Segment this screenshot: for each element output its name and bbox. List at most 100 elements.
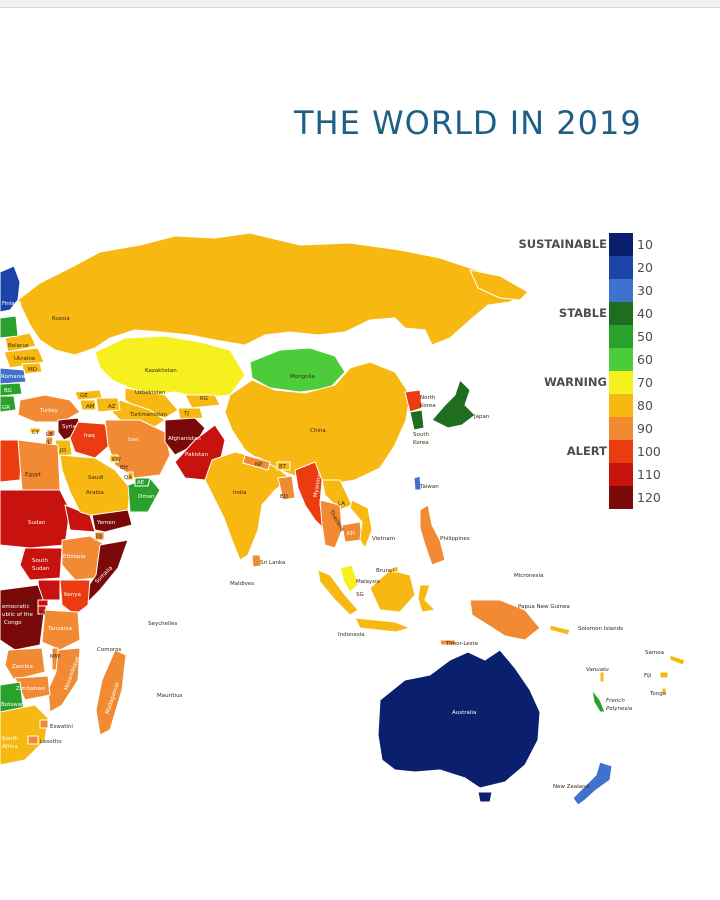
country-eswatini [39,719,49,729]
legend-value-70: 70 [637,375,653,390]
country-tanzania [41,609,81,651]
label-kazakhstan: Kazakhstan [145,368,177,374]
label-lesotho: Lesotho [40,739,62,745]
label-seychelles: Seychelles [148,621,177,627]
label-philippines: Philippines [440,536,470,542]
label-sudan: Sudan [28,520,46,526]
page-title: THE WORLD IN 2019 [294,104,642,142]
legend-label-alert: ALERT [566,444,607,458]
country-tajikistan [177,407,204,421]
country-south-korea [409,409,425,431]
country-djibouti [94,531,105,541]
label-china: China [310,428,326,434]
label-cyprus: CY [32,430,40,436]
label-timor: Timor-Leste [445,641,479,647]
label-india: India [233,490,247,496]
legend-value-60: 60 [637,352,653,367]
legend-label-sustainable: SUSTAINABLE [518,237,607,251]
label-singapore: SG [356,592,364,598]
legend-swatch-110 [609,463,633,486]
country-uae [134,477,151,487]
country-laos [321,479,353,511]
label-drc-3: Congo [4,620,22,626]
label-south-sudan-2: Sudan [32,566,50,572]
country-azerbaijan [95,397,121,413]
country-bangladesh [277,475,296,501]
country-iran [104,419,171,479]
legend-swatch-40 [609,302,633,325]
label-syria: Syria [62,424,76,430]
country-romania [0,367,27,385]
label-kuwait: KW [112,457,121,463]
country-uzbekistan [124,387,179,419]
label-indonesia: Indonesia [338,632,365,638]
legend-value-80: 80 [637,398,653,413]
country-nepal [242,454,271,471]
country-south-sudan [19,547,63,581]
country-vanuatu [599,671,605,683]
country-solomon [549,624,571,636]
label-drc-2: ublic of the [2,612,33,618]
country-greece [0,395,17,413]
legend-swatch-10 [609,233,633,256]
country-south-africa [0,704,49,766]
label-zambia: Zambia [12,664,33,670]
country-armenia [79,399,97,411]
legend-value-30: 30 [637,283,653,298]
legend-swatch-60 [609,348,633,371]
label-south-sudan-1: South [32,558,48,564]
label-finland: Finland [2,301,22,307]
label-sri-lanka: Sri Lanka [260,560,285,566]
label-south-africa-1: South [2,736,18,742]
country-mongolia [249,347,346,393]
country-new-zealand [572,761,613,806]
country-philippines [419,504,446,566]
country-madagascar [95,649,127,736]
country-mozambique [47,647,81,713]
label-qatar: QA [124,475,132,481]
label-solomon: Solomon Islands [578,626,623,632]
label-belarus: Belarus [8,343,29,349]
country-turkey [17,394,81,423]
label-myanmar: Myanmar [313,471,324,498]
country-lebanon [46,429,56,437]
label-cambodia: KH [347,531,355,537]
label-turkmenistan: Turkmenistan [129,412,168,418]
country-libya-region [0,439,23,483]
label-azerbaijan: AZ [108,404,116,410]
country-zambia [4,647,46,681]
label-zimbabwe: Zimbabwe [16,686,46,692]
label-jordan: JO [59,448,67,454]
legend-swatch-70 [609,371,633,394]
legend-swatch-90 [609,417,633,440]
label-samoa: Samoa [645,650,664,656]
label-kyrgyzstan: KG [200,396,208,402]
label-south-korea-1: South [413,432,429,438]
country-china [224,361,411,486]
label-djibouti: DJ [96,534,102,540]
top-border [0,0,720,8]
label-nepal: NP [255,462,263,468]
country-egypt [17,439,61,491]
label-new-zealand: New Zealand [553,784,589,790]
country-north-korea [404,389,423,413]
label-laos: LA [338,501,345,507]
label-mauritius: Mauritius [157,693,183,699]
label-ethiopia: Ethiopia [63,554,85,560]
label-israel: IL [46,440,52,446]
label-oman: Oman [138,494,155,500]
country-somalia [81,539,129,606]
country-kazakhstan [94,335,246,399]
label-taiwan: Taiwan [419,484,439,490]
legend-value-40: 40 [637,306,653,321]
country-iraq [69,421,111,459]
label-fiji: Fiji [644,673,652,679]
country-yemen [91,509,133,533]
label-png: Papua New Guinea [518,604,570,610]
label-greece: GR [2,405,10,411]
country-bhutan [276,461,291,471]
label-bulgaria: BG [4,388,12,394]
label-micronesia: Micronesia [514,573,543,579]
label-french-polynesia-2: Polynesia [606,706,633,712]
